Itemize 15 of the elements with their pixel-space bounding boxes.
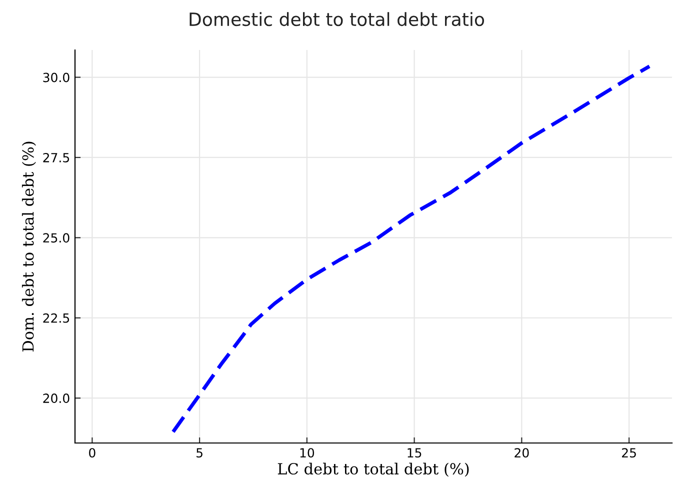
x-tick-label: 5 (196, 448, 202, 458)
x-tick-label: 15 (408, 448, 422, 458)
line-series (171, 64, 652, 434)
y-tick-label: 25.0 (43, 233, 70, 243)
y-tick-label: 20.0 (43, 394, 70, 404)
x-axis-title: LC debt to total debt (%) (278, 462, 469, 477)
y-axis-title: Dom. debt to total debt (%) (22, 142, 36, 352)
y-tick-label: 30.0 (43, 72, 70, 82)
x-tick-label: 10 (300, 448, 314, 458)
chart-title: Domestic debt to total debt ratio (190, 12, 484, 26)
x-tick-label: 0 (89, 448, 96, 458)
y-tick-label: 27.5 (43, 152, 70, 162)
x-tick-label: 20 (514, 448, 529, 458)
x-tick-label: 25 (622, 448, 636, 458)
y-tick-label: 22.5 (43, 313, 70, 323)
